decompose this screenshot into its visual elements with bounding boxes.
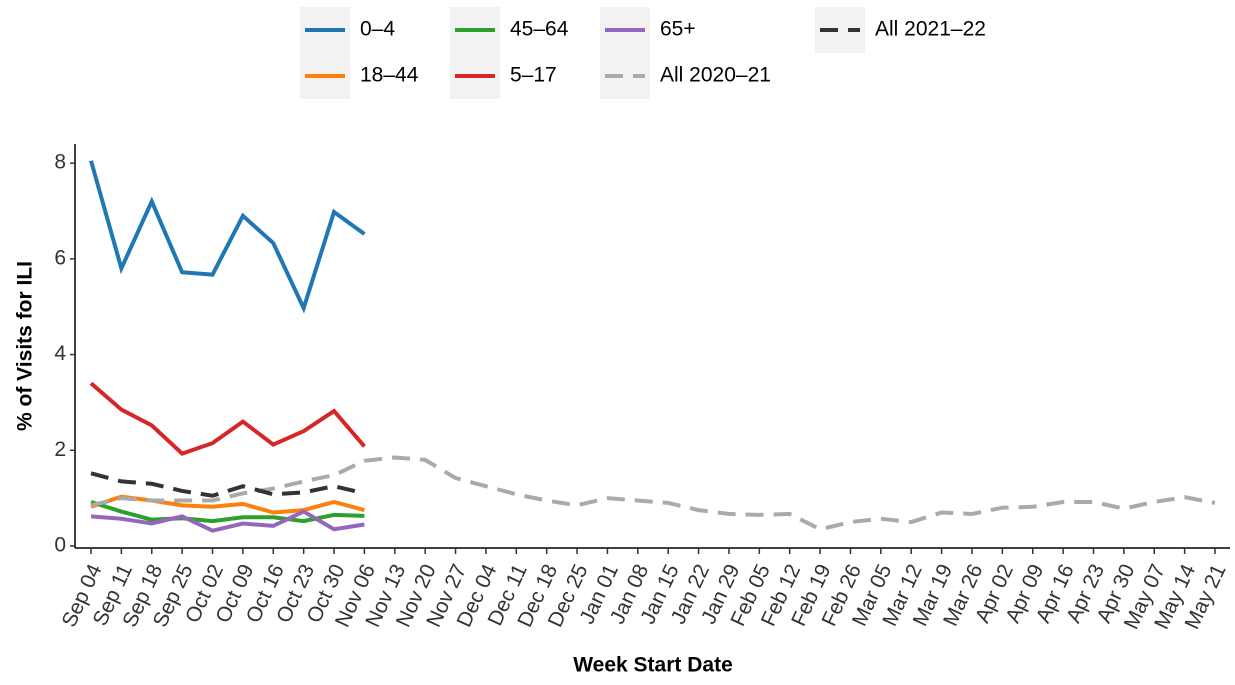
legend-label: 45–64 <box>510 18 569 41</box>
y-tick-label: 0 <box>54 534 66 557</box>
legend-label: 18–44 <box>360 64 419 87</box>
series-line <box>90 494 365 515</box>
series-line <box>89 381 366 456</box>
y-tick-label: 6 <box>54 246 66 269</box>
series-line <box>90 455 1216 532</box>
series-line <box>90 509 365 533</box>
y-tick-label: 8 <box>54 151 66 174</box>
legend-label: All 2020–21 <box>660 64 771 87</box>
legend-label: 65+ <box>660 18 696 41</box>
series-line <box>90 471 365 498</box>
y-tick-label: 2 <box>54 438 66 461</box>
series-line <box>89 160 366 314</box>
legend-label: 5–17 <box>510 64 557 87</box>
series-line <box>90 500 365 524</box>
y-tick-label: 4 <box>54 342 66 365</box>
y-axis-title: % of Visits for ILI <box>14 261 37 431</box>
x-axis-title: Week Start Date <box>573 654 733 677</box>
legend-label: All 2021–22 <box>875 18 986 41</box>
legend-label: 0–4 <box>360 18 395 41</box>
